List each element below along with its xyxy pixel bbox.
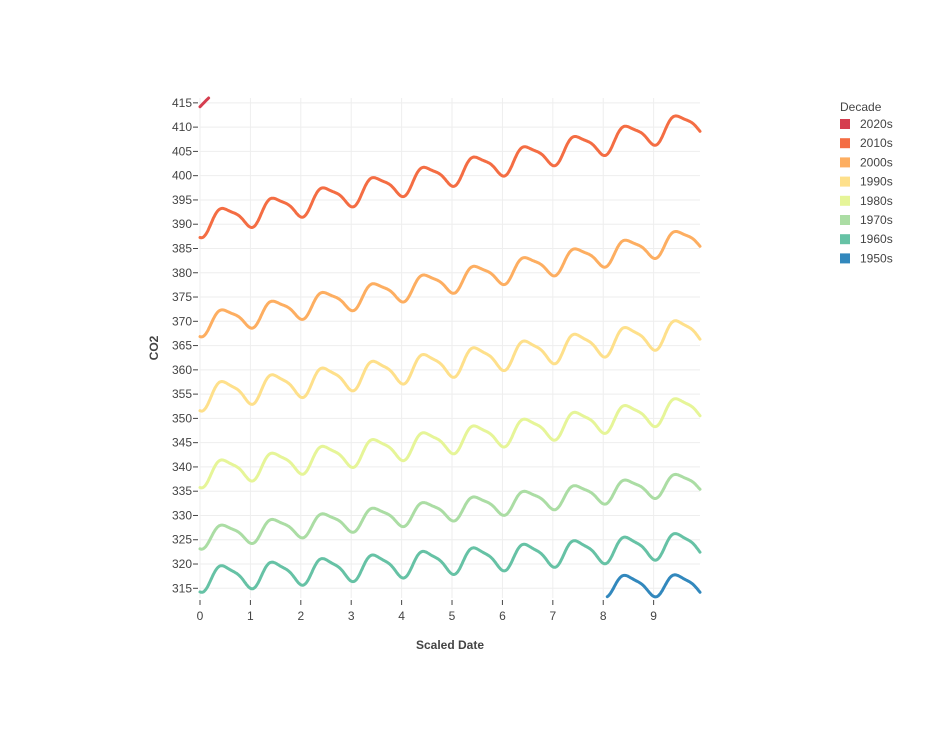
y-tick-label: 380 bbox=[172, 266, 192, 280]
legend: Decade 2020s 2010s 2000s 1990s 1980s 1970s 196… bbox=[840, 100, 893, 265]
series-line-2010s bbox=[198, 114, 702, 240]
series-line-2000s bbox=[198, 230, 702, 339]
y-tick-label: 365 bbox=[172, 339, 192, 353]
x-tick-label: 7 bbox=[549, 609, 556, 623]
y-tick-label: 330 bbox=[172, 508, 192, 522]
legend-swatch-2000s[interactable] bbox=[840, 157, 850, 168]
x-tick-label: 3 bbox=[348, 609, 355, 623]
legend-label-1980s[interactable]: 1980s bbox=[860, 194, 893, 208]
y-tick-label: 350 bbox=[172, 411, 192, 425]
y-tick-label: 325 bbox=[172, 533, 192, 547]
y-tick-label: 320 bbox=[172, 557, 192, 571]
y-tick-label: 395 bbox=[172, 193, 192, 207]
y-tick-label: 345 bbox=[172, 436, 192, 450]
x-tick-label: 1 bbox=[247, 609, 254, 623]
y-tick-label: 390 bbox=[172, 217, 192, 231]
legend-label-2010s[interactable]: 2010s bbox=[860, 136, 893, 150]
legend-label-1960s[interactable]: 1960s bbox=[860, 232, 893, 246]
legend-label-2000s[interactable]: 2000s bbox=[860, 155, 893, 169]
legend-label-1990s[interactable]: 1990s bbox=[860, 175, 893, 189]
legend-swatch-1970s[interactable] bbox=[840, 215, 850, 225]
series-line-1990s bbox=[198, 319, 702, 413]
series-line-1950s bbox=[605, 573, 702, 599]
legend-title: Decade bbox=[840, 100, 882, 114]
legend-swatch-2020s[interactable] bbox=[840, 119, 850, 129]
x-tick-label: 5 bbox=[449, 609, 456, 623]
y-tick-label: 355 bbox=[172, 387, 192, 401]
x-tick-label: 8 bbox=[600, 609, 607, 623]
y-tick-label: 385 bbox=[172, 241, 192, 255]
series-lines bbox=[198, 96, 702, 599]
x-tick-label: 2 bbox=[297, 609, 304, 623]
y-axis-title: CO2 bbox=[147, 335, 161, 360]
y-tick-label: 405 bbox=[172, 144, 192, 158]
legend-swatch-1950s[interactable] bbox=[840, 253, 850, 264]
y-tick-label: 400 bbox=[172, 169, 192, 183]
legend-label-2020s[interactable]: 2020s bbox=[860, 117, 893, 131]
y-tick-label: 315 bbox=[172, 581, 192, 595]
y-axis: 315 320 325 330 335 340 345 350 355 360 365 370 375 3… bbox=[172, 96, 198, 595]
x-tick-label: 6 bbox=[499, 609, 506, 623]
x-axis: 0 1 2 3 4 5 6 7 8 9 bbox=[197, 600, 657, 623]
y-tick-label: 375 bbox=[172, 290, 192, 304]
series-line-1960s bbox=[198, 532, 702, 594]
y-tick-label: 415 bbox=[172, 96, 192, 110]
x-tick-label: 9 bbox=[650, 609, 657, 623]
legend-swatch-1990s[interactable] bbox=[840, 176, 850, 187]
x-axis-title: Scaled Date bbox=[416, 638, 484, 652]
x-tick-label: 4 bbox=[398, 609, 405, 623]
series-line-1970s bbox=[198, 472, 702, 551]
y-tick-label: 410 bbox=[172, 120, 192, 134]
x-tick-label: 0 bbox=[197, 609, 204, 623]
legend-label-1950s[interactable]: 1950s bbox=[860, 251, 893, 265]
y-tick-label: 340 bbox=[172, 460, 192, 474]
legend-label-1970s[interactable]: 1970s bbox=[860, 213, 893, 227]
series-line-2020s bbox=[198, 96, 211, 109]
legend-swatch-1980s[interactable] bbox=[840, 195, 850, 206]
series-line-1980s bbox=[198, 397, 702, 490]
grid bbox=[199, 98, 700, 598]
y-tick-label: 360 bbox=[172, 363, 192, 377]
legend-swatch-2010s[interactable] bbox=[840, 138, 850, 149]
legend-swatch-1960s[interactable] bbox=[840, 234, 850, 245]
y-tick-label: 370 bbox=[172, 314, 192, 328]
y-tick-label: 335 bbox=[172, 484, 192, 498]
